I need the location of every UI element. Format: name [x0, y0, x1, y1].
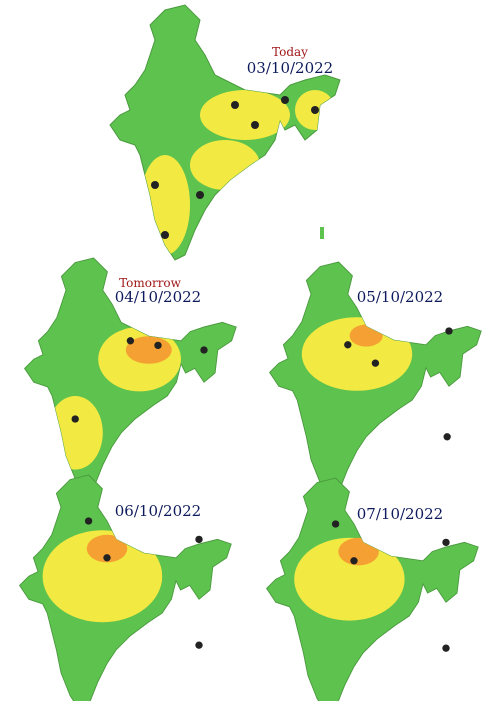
map-today — [109, 4, 341, 261]
map-day5 — [266, 477, 479, 701]
date: 07/10/2022 — [357, 505, 443, 523]
map-day4 — [19, 474, 232, 701]
date: 06/10/2022 — [115, 502, 201, 520]
day-label: Tomorrow — [119, 276, 182, 290]
date: 05/10/2022 — [357, 288, 443, 306]
map-day3 — [269, 261, 482, 498]
date: 04/10/2022 — [115, 288, 201, 306]
day-label: Today — [272, 45, 308, 59]
date: 03/10/2022 — [247, 59, 333, 77]
